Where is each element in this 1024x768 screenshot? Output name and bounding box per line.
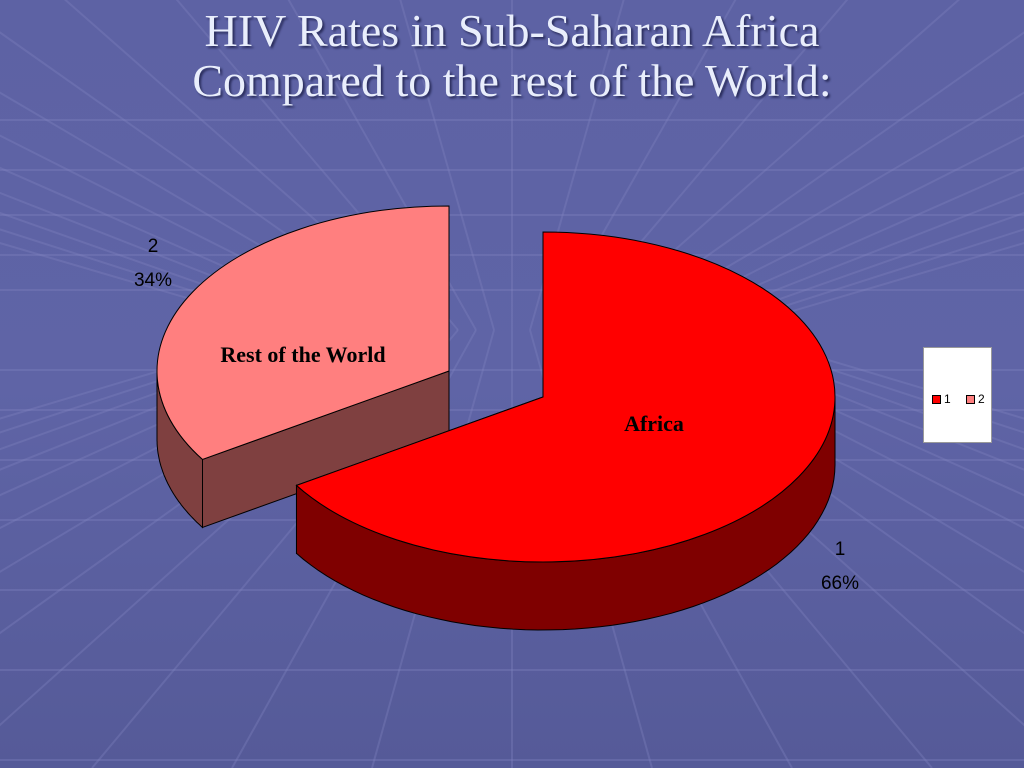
legend-item-1: 1 [932, 392, 951, 406]
legend-swatch-1 [932, 394, 941, 404]
slice-annotation-2: Rest of the World [220, 342, 385, 367]
pie-slice-2 [156, 205, 450, 529]
slide-title: HIV Rates in Sub-Saharan Africa Compared… [0, 6, 1024, 106]
chart-legend: 1 2 [923, 347, 992, 443]
data-label-percent-2: 34% [134, 270, 172, 291]
data-label-percent-1: 66% [821, 573, 859, 594]
title-line-2: Compared to the rest of the World: [192, 55, 832, 106]
legend-swatch-2 [966, 394, 975, 404]
data-label-category-2: 2 [148, 236, 159, 257]
legend-item-2: 2 [966, 392, 985, 406]
pie-slice-1 [295, 231, 836, 631]
data-label-category-1: 1 [835, 539, 846, 560]
legend-label-2: 2 [978, 392, 985, 406]
title-line-1: HIV Rates in Sub-Saharan Africa [204, 5, 820, 56]
legend-label-1: 1 [944, 392, 951, 406]
slice-annotation-1: Africa [624, 411, 684, 436]
